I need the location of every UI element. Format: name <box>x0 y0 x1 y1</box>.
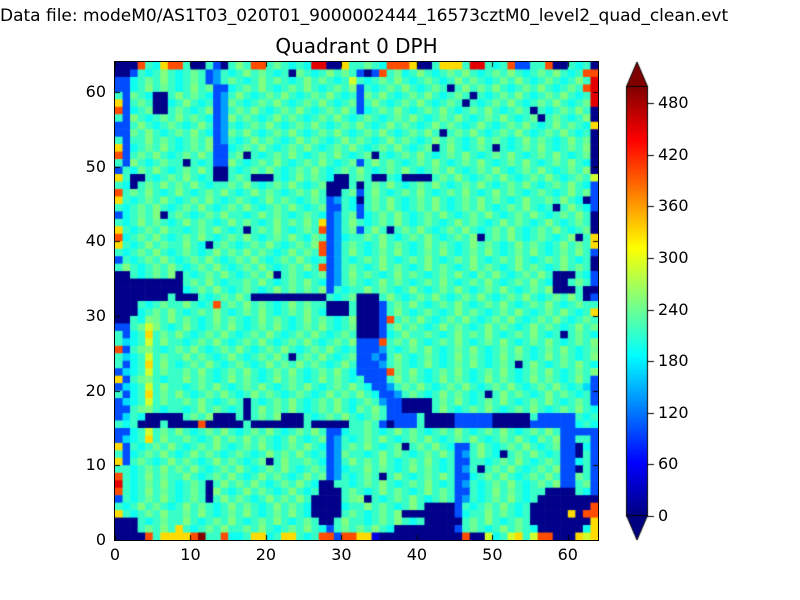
heatmap-plot-area <box>114 61 599 541</box>
x-tick-label: 50 <box>482 545 503 564</box>
y-tick-label: 30 <box>85 305 106 325</box>
colorbar-tick-label: 120 <box>658 402 689 422</box>
x-tick-label: 40 <box>406 545 428 564</box>
colorbar-tick-label: 60 <box>658 454 679 474</box>
y-tick-label: 20 <box>85 380 106 400</box>
colorbar-tick-label: 420 <box>658 144 689 164</box>
colorbar-tick-label: 0 <box>658 506 669 525</box>
colorbar-tick-label: 300 <box>658 248 689 267</box>
y-tick-label: 0 <box>95 530 106 549</box>
y-tick-label: 60 <box>85 81 106 101</box>
colorbar-tick-label: 480 <box>658 93 689 113</box>
x-tick-label: 60 <box>557 545 578 564</box>
plot-title: Quadrant 0 DPH <box>275 34 438 58</box>
colorbar <box>625 60 659 544</box>
colorbar-tick-label: 360 <box>658 196 689 216</box>
heatmap-canvas <box>115 62 598 540</box>
x-tick-label: 10 <box>180 545 201 564</box>
y-tick-label: 10 <box>85 455 106 475</box>
x-tick-label: 20 <box>255 545 277 564</box>
y-tick-label: 40 <box>85 231 106 251</box>
colorbar-tick-label: 240 <box>658 299 689 319</box>
x-tick-label: 30 <box>331 545 352 564</box>
x-tick-label: 0 <box>109 545 121 564</box>
colorbar-tick-label: 180 <box>658 351 689 371</box>
data-file-label: Data file: modeM0/AS1T03_020T01_90000024… <box>0 6 729 26</box>
y-tick-label: 50 <box>85 156 106 176</box>
